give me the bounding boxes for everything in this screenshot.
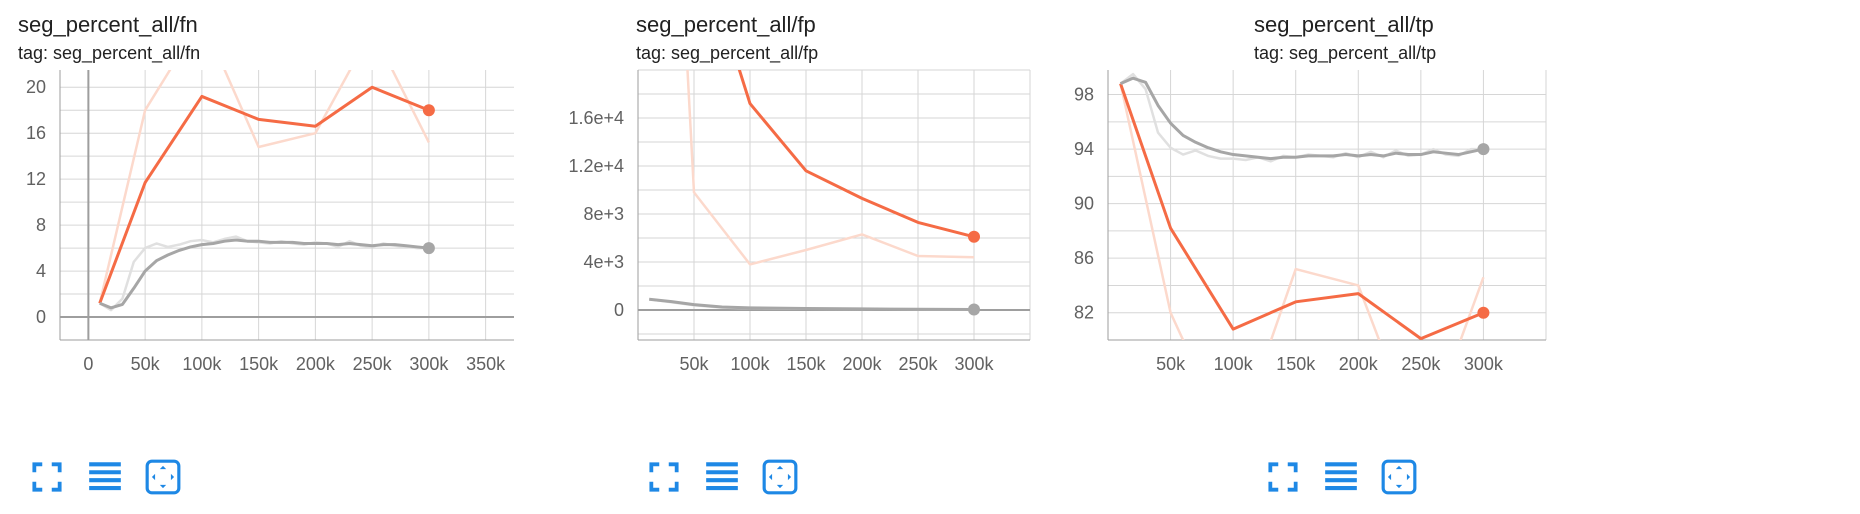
x-tick-label: 200k: [1339, 354, 1379, 374]
orange-series-end-point[interactable]: [1477, 306, 1490, 319]
x-tick-label: 350k: [466, 354, 506, 374]
y-tick-label: 86: [1074, 248, 1094, 268]
fullscreen-button[interactable]: [1264, 458, 1302, 496]
chart-tag-line: tag: seg_percent_all/tp: [1254, 43, 1437, 63]
gray-series-end-point[interactable]: [968, 303, 980, 316]
fit-domain-icon: [1381, 459, 1417, 495]
y-tick-label: 1.2e+4: [568, 156, 624, 176]
fullscreen-icon: [32, 462, 62, 492]
chart-title: seg_percent_all/fp: [636, 12, 816, 37]
gray-series-line[interactable]: [1119, 76, 1484, 161]
orange-series-line[interactable]: [98, 85, 430, 304]
fullscreen-icon: [1268, 462, 1298, 492]
fit-domain-button[interactable]: [1380, 458, 1418, 496]
orange-raw-series-line: [686, 70, 975, 266]
x-tick-label: 200k: [842, 354, 882, 374]
fullscreen-button[interactable]: [28, 458, 66, 496]
orange-series-end-point[interactable]: [422, 104, 435, 117]
fullscreen-button[interactable]: [645, 458, 683, 496]
y-tick-label: 0: [36, 307, 46, 327]
y-tick-label: 12: [26, 169, 46, 189]
chart-title: seg_percent_all/tp: [1254, 12, 1434, 37]
legend-lines-icon: [89, 462, 121, 491]
x-tick-label: 50k: [679, 354, 709, 374]
fit-domain-button[interactable]: [761, 458, 799, 496]
fit-domain-icon: [762, 459, 798, 495]
y-tick-label: 90: [1074, 194, 1094, 214]
x-tick-label: 150k: [786, 354, 826, 374]
toggle-legend-button[interactable]: [703, 458, 741, 496]
x-tick-label: 150k: [239, 354, 279, 374]
x-tick-label: 250k: [353, 354, 393, 374]
orange-series-line[interactable]: [1119, 83, 1485, 340]
y-tick-label: 0: [614, 300, 624, 320]
x-tick-label: 300k: [1464, 354, 1504, 374]
chart-card-fn: seg_percent_all/fn tag: seg_percent_all/…: [0, 0, 620, 514]
y-tick-label: 1.6e+4: [568, 108, 624, 128]
gridlines: [60, 70, 514, 341]
gray-series-line[interactable]: [99, 238, 430, 310]
x-tick-label: 300k: [954, 354, 994, 374]
y-tick-label: 98: [1074, 85, 1094, 105]
chart-tag-line: tag: seg_percent_all/fp: [636, 43, 819, 63]
x-tick-label: 200k: [296, 354, 336, 374]
gridlines: [637, 69, 1031, 340]
orange-series-line[interactable]: [649, 0, 975, 239]
fullscreen-icon: [649, 462, 679, 492]
toggle-legend-button[interactable]: [86, 458, 124, 496]
line-chart-fn[interactable]: 0 50k 100k 150k 200k 250k 300k 350k 0 4 8 12 16 20: [0, 0, 620, 440]
orange-series-end-point[interactable]: [968, 230, 980, 243]
x-tick-label: 150k: [1276, 354, 1316, 374]
x-tick-label: 250k: [1401, 354, 1441, 374]
y-tick-label: 8e+3: [583, 204, 624, 224]
y-tick-label: 94: [1074, 139, 1094, 159]
fit-domain-icon: [145, 459, 181, 495]
x-tick-label: 100k: [1214, 354, 1254, 374]
orange-raw-series-line: [98, 70, 430, 304]
x-tick-label: 100k: [182, 354, 222, 374]
x-tick-label: 250k: [898, 354, 938, 374]
y-tick-label: 20: [26, 77, 46, 97]
y-tick-label: 4: [36, 261, 46, 281]
x-tick-label: 100k: [730, 354, 770, 374]
gray-series-end-point[interactable]: [1477, 143, 1490, 156]
gray-series-end-point[interactable]: [422, 242, 435, 255]
x-tick-label: 0: [83, 354, 93, 374]
x-tick-label: 300k: [409, 354, 449, 374]
y-tick-label: 8: [36, 215, 46, 235]
y-tick-label: 82: [1074, 303, 1094, 323]
gray-series-line[interactable]: [649, 297, 975, 312]
chart-title: seg_percent_all/fn: [18, 12, 198, 37]
line-chart-tp[interactable]: 50k 100k 150k 200k 250k 300k 82 86 90 94 98: [1074, 0, 1860, 440]
x-tick-label: 50k: [131, 354, 161, 374]
orange-raw-series-line: [1119, 83, 1485, 340]
chart-tag-line: tag: seg_percent_all/fn: [18, 43, 201, 63]
legend-lines-icon: [1325, 462, 1357, 491]
chart-card-tp: seg_percent_all/tp tag: seg_percent_all/…: [1074, 0, 1860, 514]
y-tick-label: 4e+3: [583, 252, 624, 272]
x-tick-label: 50k: [1156, 354, 1186, 374]
chart-card-fp: seg_percent_all/fp tag: seg_percent_all/…: [568, 0, 1238, 514]
y-tick-label: 16: [26, 123, 46, 143]
line-chart-fp[interactable]: 50k 100k 150k 200k 250k 300k 0 4e+3 8e+3 1.2e+4 1.…: [568, 0, 1238, 440]
legend-lines-icon: [706, 462, 738, 491]
fit-domain-button[interactable]: [144, 458, 182, 496]
toggle-legend-button[interactable]: [1322, 458, 1360, 496]
